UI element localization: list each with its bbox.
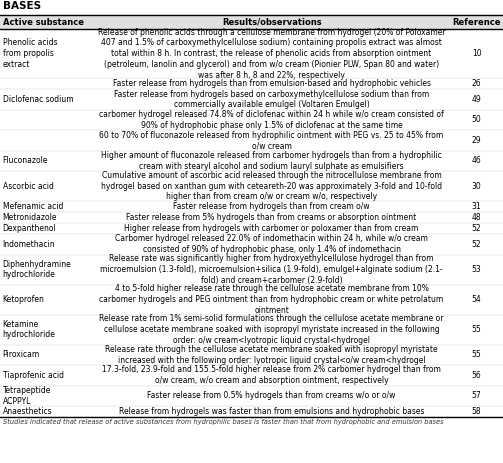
Bar [0,201,503,212]
Text: Release rate was significantly higher from hydroxyethylcellulose hydrogel than f: Release rate was significantly higher fr… [100,254,443,285]
Bar [0,110,503,130]
Bar [0,223,503,234]
Text: Higher amount of fluconazole released from carbomer hydrogels than from a hydrop: Higher amount of fluconazole released fr… [101,151,442,171]
Text: Release rate through the cellulose acetate membrane soaked with isopropyl myrist: Release rate through the cellulose aceta… [105,345,438,365]
Text: Diclofenac sodium: Diclofenac sodium [3,95,73,104]
Text: Fluconazole: Fluconazole [3,156,48,165]
Text: Active substance: Active substance [3,18,83,27]
Text: 30: 30 [472,181,481,191]
Text: Release of phenolic acids through a cellulose membrane from hydrogel (20% of Pol: Release of phenolic acids through a cell… [98,28,446,80]
Bar [0,130,503,150]
Text: Higher release from hydrogels with carbomer or poloxamer than from cream: Higher release from hydrogels with carbo… [124,224,419,233]
Text: 55: 55 [472,350,481,359]
Bar [0,89,503,110]
Text: carbomer hydrogel released 74.8% of diclofenac within 24 h while w/o cream consi: carbomer hydrogel released 74.8% of dicl… [99,110,444,130]
Text: Release rate from 1% semi-solid formulations through the cellulose acetate membr: Release rate from 1% semi-solid formulat… [100,314,444,345]
Text: 46: 46 [472,156,481,165]
Text: Tiaprofenic acid: Tiaprofenic acid [3,371,63,380]
Text: BASES: BASES [3,1,41,12]
Text: 53: 53 [472,265,481,274]
Text: 56: 56 [472,371,481,380]
Text: Ascorbic acid: Ascorbic acid [3,181,53,191]
Text: 29: 29 [472,136,481,145]
Text: Ketoprofen: Ketoprofen [3,295,44,304]
Text: 26: 26 [472,79,481,88]
Text: Tetrapeptide
ACPPYL: Tetrapeptide ACPPYL [3,386,51,406]
Text: 50: 50 [472,115,481,125]
Text: Phenolic acids
from propolis
extract: Phenolic acids from propolis extract [3,38,57,69]
Text: Cumulative amount of ascorbic acid released through the nitrocellulose membrane : Cumulative amount of ascorbic acid relea… [101,171,442,201]
Text: 58: 58 [472,407,481,416]
Text: Dexpanthenol: Dexpanthenol [3,224,56,233]
Bar [0,406,503,417]
Text: 31: 31 [472,202,481,211]
Text: Anaesthetics: Anaesthetics [3,407,52,416]
Text: Metronidazole: Metronidazole [3,213,57,222]
Bar [0,386,503,406]
Bar [0,365,503,386]
Text: Faster release from hydrogels based on carboxymethylcellulose sodium than from
c: Faster release from hydrogels based on c… [114,90,429,109]
Bar [0,212,503,223]
Bar [0,314,503,344]
Text: Results/observations: Results/observations [222,18,321,27]
Text: Indomethacin: Indomethacin [3,240,55,249]
Text: 4 to 5-fold higher release rate through the cellulose acetate membrane from 10%
: 4 to 5-fold higher release rate through … [100,284,444,315]
Text: Faster release from 5% hydrogels than from creams or absorption ointment: Faster release from 5% hydrogels than fr… [126,213,417,222]
Text: Mefenamic acid: Mefenamic acid [3,202,63,211]
Text: 55: 55 [472,325,481,334]
Text: Faster release from 0.5% hydrogels than from creams w/o or o/w: Faster release from 0.5% hydrogels than … [147,391,396,400]
Text: Faster release from hydrogels than from emulsion-based and hydrophobic vehicles: Faster release from hydrogels than from … [113,79,431,88]
Text: 49: 49 [472,95,481,104]
Text: Studies indicated that release of active substances from hydrophilic bases is fa: Studies indicated that release of active… [3,419,443,425]
Text: 10: 10 [472,49,481,58]
Text: 60 to 70% of fluconazole released from hydrophilic ointment with PEG vs. 25 to 4: 60 to 70% of fluconazole released from h… [100,131,444,150]
Bar [0,29,503,78]
Text: Piroxicam: Piroxicam [3,350,40,359]
Text: Faster release from hydrogels than from cream o/w: Faster release from hydrogels than from … [174,202,370,211]
Text: 17.3-fold, 23.9-fold and 155.5-fold higher release from 2% carbomer hydrogel tha: 17.3-fold, 23.9-fold and 155.5-fold high… [102,365,441,385]
Bar [0,15,503,29]
Text: 52: 52 [472,240,481,249]
Text: Ketamine
hydrochloride: Ketamine hydrochloride [3,320,55,339]
Text: 54: 54 [472,295,481,304]
Text: Diphenhydramine
hydrochloride: Diphenhydramine hydrochloride [3,260,71,279]
Text: Reference: Reference [452,18,501,27]
Bar [0,171,503,201]
Bar [0,78,503,89]
Text: 52: 52 [472,224,481,233]
Bar [0,285,503,314]
Bar [0,255,503,285]
Text: 48: 48 [472,213,481,222]
Text: Carbomer hydrogel released 22.0% of indomethacin within 24 h, while w/o cream
co: Carbomer hydrogel released 22.0% of indo… [115,234,428,254]
Bar [0,150,503,171]
Text: 57: 57 [472,391,481,400]
Bar [0,344,503,365]
Bar [0,234,503,255]
Text: Release from hydrogels was faster than from emulsions and hydrophobic bases: Release from hydrogels was faster than f… [119,407,425,416]
